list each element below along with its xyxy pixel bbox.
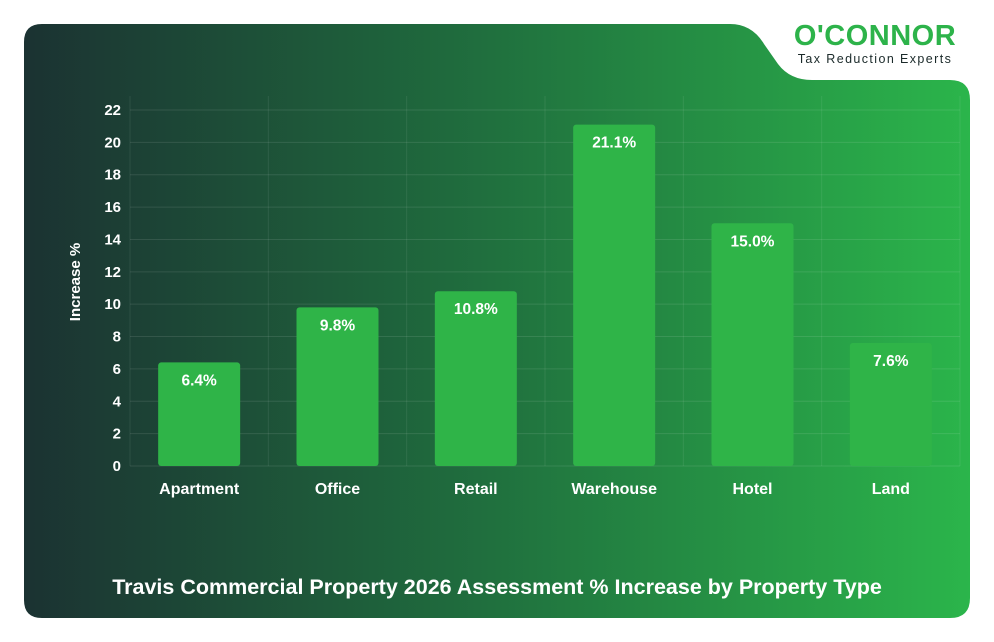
y-tick-label: 4	[113, 393, 122, 410]
y-axis-label: Increase %	[67, 243, 84, 321]
bar-hotel	[711, 223, 794, 466]
y-tick-label: 22	[104, 102, 121, 119]
y-tick-label: 20	[104, 134, 121, 151]
bar-value-label: 6.4%	[181, 372, 217, 389]
y-tick-labels: 0 2 4 6 8 10 12 14 16 18 20 22	[104, 102, 121, 475]
y-tick-label: 16	[104, 199, 121, 216]
brand-logo: O'CONNOR Tax Reduction Experts	[775, 20, 975, 70]
x-tick-label: Apartment	[159, 481, 240, 498]
y-tick-label: 18	[104, 167, 121, 184]
y-tick-label: 10	[104, 296, 121, 313]
bar-value-label: 21.1%	[592, 135, 636, 152]
bar-value-label: 7.6%	[873, 353, 909, 370]
logo-name: O'CONNOR	[793, 20, 957, 52]
chart-title: Travis Commercial Property 2026 Assessme…	[112, 575, 882, 599]
gridlines	[129, 96, 961, 467]
bar-value-label: 10.8%	[454, 301, 498, 318]
y-tick-label: 6	[113, 361, 121, 378]
y-tick-label: 12	[104, 264, 121, 281]
bar-office	[296, 307, 379, 466]
x-tick-label: Office	[315, 481, 360, 498]
x-tick-labels: Apartment Office Retail Warehouse Hotel Land	[159, 481, 910, 498]
bar-value-label: 15.0%	[731, 233, 775, 250]
logo-tagline: Tax Reduction Experts	[797, 52, 953, 66]
bar-value-labels: 6.4% 9.8% 10.8% 21.1% 15.0% 7.6%	[181, 135, 908, 390]
bar-warehouse	[573, 124, 656, 467]
bar-value-label: 9.8%	[320, 317, 356, 334]
x-tick-label: Warehouse	[571, 481, 657, 498]
x-tick-label: Land	[872, 481, 910, 498]
y-tick-label: 8	[113, 329, 121, 346]
bar-retail	[434, 291, 517, 466]
x-tick-label: Hotel	[733, 481, 773, 498]
y-tick-label: 14	[104, 231, 121, 248]
bar-apartment	[158, 362, 241, 466]
y-tick-label: 2	[113, 426, 121, 443]
bars	[158, 124, 932, 467]
bar-land	[849, 343, 932, 466]
y-tick-label: 0	[113, 458, 121, 475]
x-tick-label: Retail	[454, 481, 498, 498]
